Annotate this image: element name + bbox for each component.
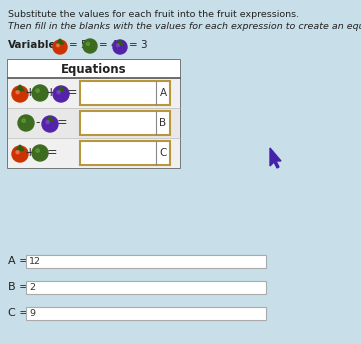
Bar — [8, 60, 180, 78]
Text: =: = — [57, 117, 67, 129]
Circle shape — [53, 86, 69, 102]
Text: = 5,: = 5, — [69, 40, 91, 50]
Circle shape — [16, 90, 19, 94]
Circle shape — [57, 44, 59, 47]
Text: Substitute the values for each fruit into the fruit expressions.: Substitute the values for each fruit int… — [8, 10, 299, 19]
Polygon shape — [117, 40, 123, 45]
Circle shape — [12, 86, 28, 102]
Circle shape — [42, 116, 58, 132]
Text: Equations: Equations — [61, 63, 127, 75]
Bar — [8, 78, 180, 108]
Circle shape — [16, 151, 19, 154]
Text: = 3: = 3 — [129, 40, 148, 50]
Circle shape — [117, 44, 119, 47]
Text: A: A — [160, 88, 166, 98]
Text: -: - — [36, 117, 40, 129]
Polygon shape — [47, 117, 53, 121]
Text: 9: 9 — [29, 309, 35, 318]
Polygon shape — [58, 87, 64, 92]
Circle shape — [46, 121, 49, 124]
Text: B: B — [160, 118, 166, 128]
Text: +: + — [25, 86, 35, 99]
Circle shape — [36, 149, 39, 152]
Bar — [80, 111, 170, 135]
Bar — [26, 255, 266, 268]
Text: C: C — [159, 148, 167, 158]
Bar — [8, 60, 180, 168]
Circle shape — [53, 40, 67, 54]
Circle shape — [113, 40, 127, 54]
Text: 2: 2 — [29, 282, 35, 291]
Circle shape — [32, 145, 48, 161]
Polygon shape — [16, 145, 24, 151]
Text: C =: C = — [8, 308, 29, 318]
Polygon shape — [16, 85, 24, 90]
Circle shape — [32, 85, 48, 101]
Text: = 4,: = 4, — [99, 40, 121, 50]
Text: A =: A = — [8, 256, 29, 266]
Text: =: = — [47, 147, 57, 160]
Circle shape — [12, 146, 28, 162]
Circle shape — [18, 115, 34, 131]
Text: =: = — [67, 86, 77, 99]
Circle shape — [36, 89, 39, 92]
Bar — [26, 281, 266, 294]
Text: B =: B = — [8, 282, 29, 292]
Text: 12: 12 — [29, 257, 41, 266]
Bar — [26, 307, 266, 320]
Text: +: + — [25, 147, 35, 160]
Circle shape — [22, 119, 25, 122]
Bar — [8, 108, 180, 138]
Bar — [8, 138, 180, 168]
Text: +: + — [46, 86, 56, 99]
Bar — [80, 141, 170, 165]
Text: Variables:: Variables: — [8, 40, 67, 50]
Polygon shape — [270, 148, 281, 168]
Circle shape — [86, 42, 90, 45]
Circle shape — [57, 90, 60, 94]
Bar — [80, 81, 170, 105]
Text: Then fill in the blanks with the values for each expression to create an equatio: Then fill in the blanks with the values … — [8, 22, 361, 31]
Polygon shape — [57, 39, 64, 44]
Circle shape — [83, 39, 97, 53]
